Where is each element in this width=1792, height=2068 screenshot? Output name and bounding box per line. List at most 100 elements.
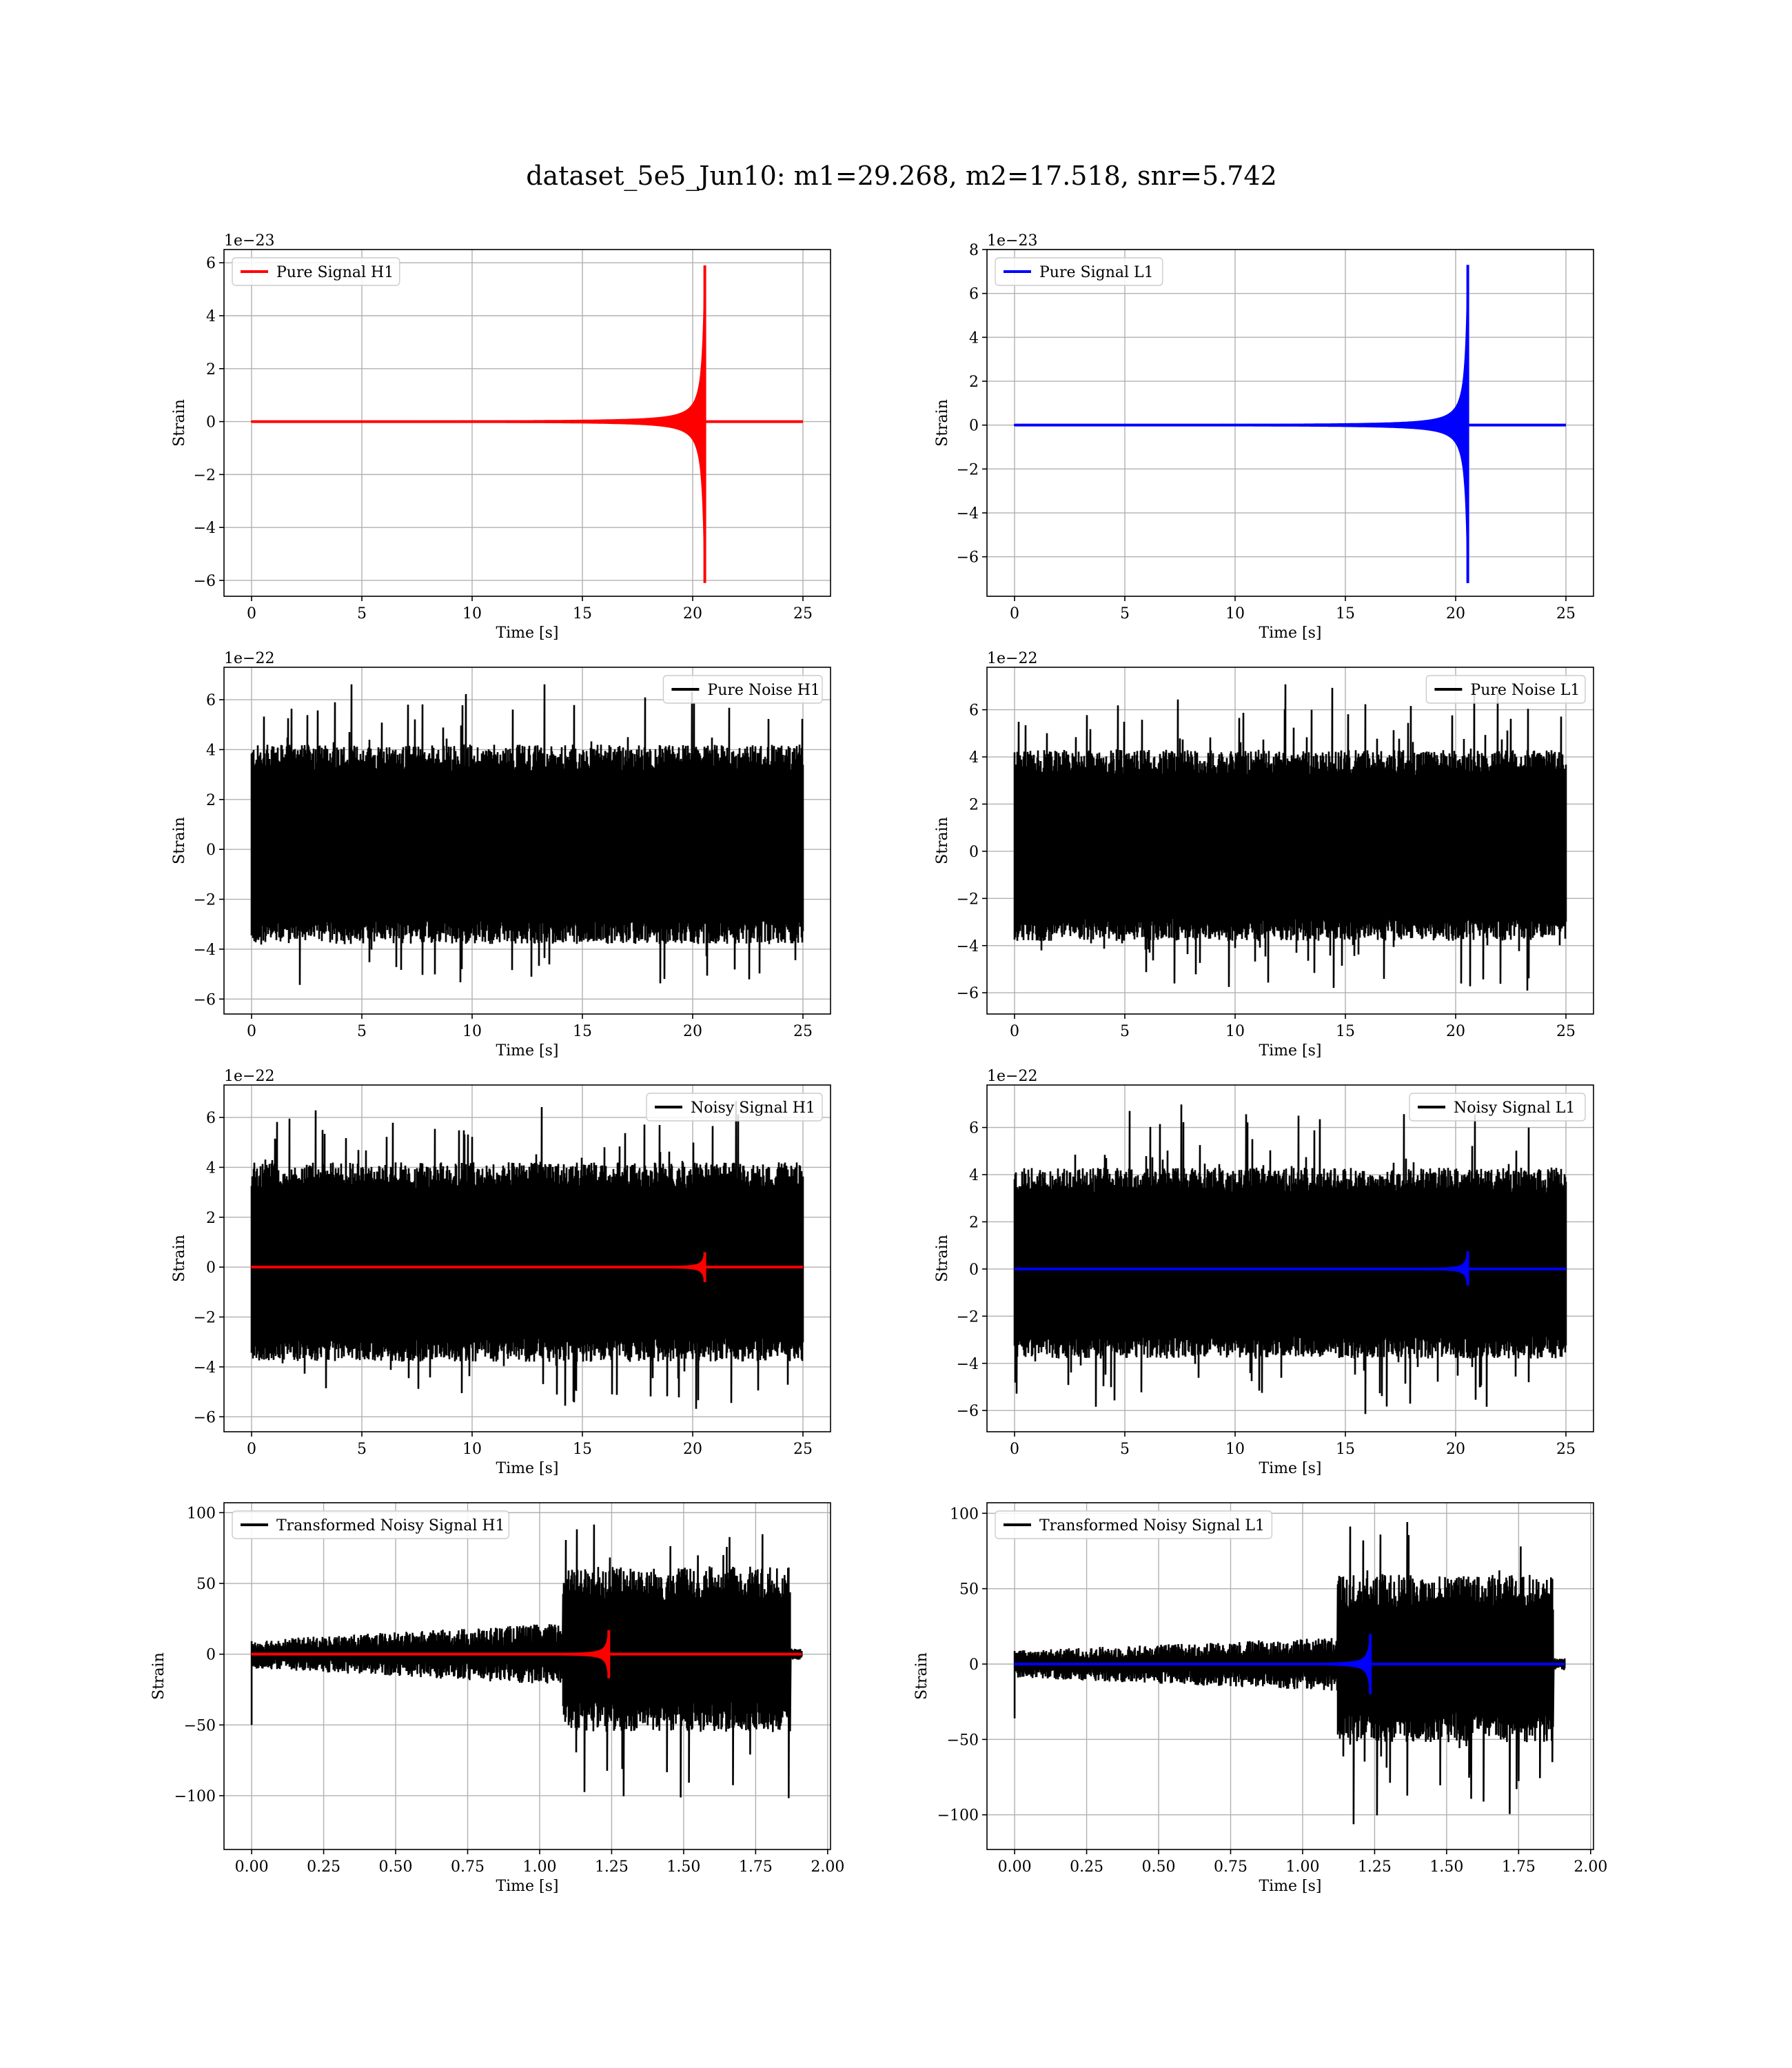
axes-frame: [986, 1084, 1594, 1432]
offset-text: 1e−23: [987, 232, 1037, 250]
x-tick-label: 10: [1225, 1441, 1245, 1458]
legend: Transformed Noisy Signal L1: [995, 1510, 1273, 1539]
y-tick-label: −50: [947, 1732, 979, 1749]
x-tick-label: 10: [462, 1441, 482, 1458]
legend-label: Transformed Noisy Signal H1: [276, 1517, 505, 1534]
y-tick-label: 0: [206, 414, 216, 432]
y-tick-label: 6: [969, 1120, 979, 1137]
y-tick-label: −100: [174, 1788, 216, 1805]
legend: Pure Signal L1: [995, 257, 1163, 286]
y-tick-label: 4: [206, 1159, 216, 1177]
legend-label: Pure Signal H1: [276, 264, 394, 281]
y-tick-label: −2: [957, 1308, 979, 1326]
series-noisy-signal-h1: [250, 1101, 804, 1409]
legend-box: [995, 1510, 1273, 1539]
y-tick-label: −6: [957, 549, 979, 567]
y-tick-label: −100: [937, 1807, 979, 1825]
series-transformed-noisy-signal-l1: [1013, 1521, 1566, 1825]
y-tick-label: −6: [957, 1403, 979, 1420]
x-tick-label: 20: [683, 1023, 702, 1040]
y-tick-label: 6: [969, 702, 979, 720]
y-tick-label: 0: [969, 844, 979, 861]
x-tick-label: 25: [793, 605, 813, 622]
x-tick-label: 1.25: [595, 1858, 629, 1876]
legend-label: Pure Noise L1: [1470, 682, 1580, 699]
y-axis-label: Strain: [150, 1652, 167, 1700]
y-tick-label: 2: [969, 796, 979, 813]
axes-frame: [223, 249, 831, 597]
y-tick-label: −6: [194, 573, 216, 590]
y-tick-label: 0: [206, 1259, 216, 1277]
y-tick-label: 6: [206, 255, 216, 272]
y-tick-label: 4: [206, 742, 216, 759]
y-tick-label: 6: [206, 1110, 216, 1127]
y-tick-label: 2: [969, 374, 979, 391]
y-tick-label: 2: [206, 1210, 216, 1227]
series-group: [250, 1101, 804, 1409]
legend: Transformed Noisy Signal H1: [232, 1510, 510, 1539]
x-tick-label: 15: [1336, 1023, 1355, 1040]
y-tick-label: 6: [969, 286, 979, 303]
ticks: 0.00 0.25 0.50 0.75 1.00 1.25 1.50 1.75 2.00 −100…: [937, 1506, 1608, 1876]
series-group: [250, 1524, 803, 1798]
x-tick-label: 1.50: [666, 1858, 700, 1876]
y-tick-label: 4: [206, 308, 216, 325]
x-tick-label: 0.00: [235, 1858, 269, 1876]
panel-noisy-signal-h1: 0 5 10 15 20 25 −6 −4 −2 0 2 4 6 Time [s] Strain 1e−22 N…: [171, 1068, 831, 1477]
y-tick-label: 4: [969, 1167, 979, 1184]
series-pure-signal-h1: [251, 296, 803, 551]
x-tick-label: 0.50: [379, 1858, 413, 1876]
series-noisy-signal-l1: [1013, 1104, 1567, 1415]
x-tick-label: 25: [793, 1023, 813, 1040]
x-tick-label: 0.50: [1142, 1858, 1176, 1876]
x-tick-label: 0.25: [307, 1858, 340, 1876]
series-pure-noise-h1: [250, 684, 804, 985]
y-tick-label: −4: [957, 1356, 979, 1373]
x-tick-label: 1.25: [1358, 1858, 1392, 1876]
x-axis-label: Time [s]: [496, 1460, 558, 1477]
y-tick-label: 100: [187, 1505, 216, 1522]
legend: Pure Signal H1: [232, 257, 400, 286]
x-tick-label: 0: [1010, 1023, 1019, 1040]
y-axis-label: Strain: [171, 399, 188, 447]
grid: [987, 249, 1594, 596]
legend: Pure Noise H1: [662, 675, 823, 704]
panel-transformed-noisy-signal-l1: 0.00 0.25 0.50 0.75 1.00 1.25 1.50 1.75 2.00 −100…: [913, 1502, 1608, 1895]
y-tick-label: −4: [194, 1359, 216, 1377]
x-tick-label: 20: [1446, 605, 1465, 622]
y-tick-label: −6: [194, 991, 216, 1008]
panel-pure-noise-h1: 0 5 10 15 20 25 −6 −4 −2 0 2 4 6 Time [s] Strain 1e−22 P…: [171, 650, 831, 1060]
x-tick-label: 25: [1556, 605, 1576, 622]
series-group: [1013, 1521, 1566, 1825]
legend-box: [232, 1510, 510, 1539]
panel-pure-signal-l1: 0 5 10 15 20 25 −6 −4 −2 0 2 4 6 8 Time [s] Strain 1e−23…: [934, 232, 1594, 642]
y-tick-label: −6: [957, 985, 979, 1002]
y-axis-label: Strain: [913, 1652, 930, 1700]
y-tick-label: 4: [969, 749, 979, 767]
x-tick-label: 10: [1225, 605, 1245, 622]
x-axis-label: Time [s]: [496, 1042, 558, 1060]
figure-suptitle: dataset_5e5_Jun10: m1=29.268, m2=17.518,…: [526, 161, 1277, 192]
y-tick-label: −50: [184, 1717, 216, 1734]
offset-text: 1e−22: [987, 650, 1037, 667]
x-tick-label: 10: [462, 605, 482, 622]
ticks: 0 5 10 15 20 25 −6 −4 −2 0 2 4 6: [194, 255, 813, 622]
x-tick-label: 15: [573, 605, 592, 622]
y-tick-label: 2: [969, 1214, 979, 1231]
y-tick-label: 0: [969, 1261, 979, 1279]
axes-frame: [223, 667, 831, 1015]
series-pure-signal-l1: [1015, 1255, 1566, 1283]
y-tick-label: −2: [194, 892, 216, 909]
y-tick-label: 2: [206, 361, 216, 378]
ticks: 0 5 10 15 20 25 −6 −4 −2 0 2 4 6: [957, 1120, 1576, 1458]
legend-label: Noisy Signal H1: [691, 1099, 815, 1117]
x-tick-label: 1.50: [1429, 1858, 1463, 1876]
series-pure-signal-l1: [1014, 296, 1566, 552]
y-tick-label: −4: [957, 505, 979, 523]
y-tick-label: 8: [969, 242, 979, 259]
axes-frame: [986, 1502, 1594, 1850]
series-transformed-noisy-signal-h1: [250, 1524, 803, 1798]
x-tick-label: 5: [1120, 1441, 1130, 1458]
x-axis-label: Time [s]: [496, 1878, 558, 1895]
